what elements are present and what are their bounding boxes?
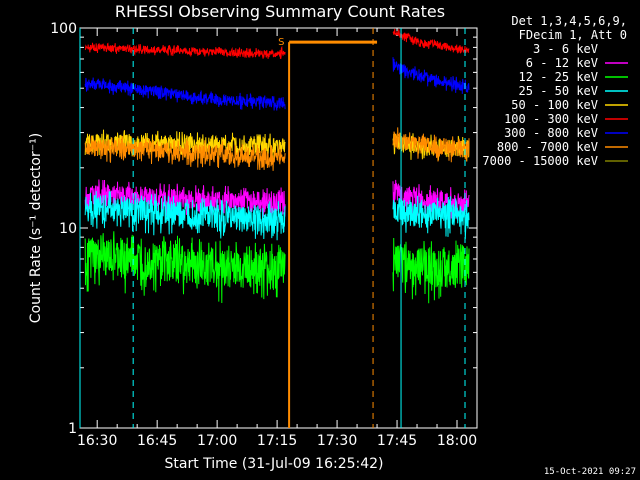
- x-tick-label: 17:45: [377, 433, 417, 449]
- saa-flag: S: [278, 37, 284, 48]
- series-line: [84, 231, 286, 304]
- x-tick-label: 17:30: [317, 433, 357, 449]
- series-line: [392, 127, 470, 163]
- legend-label: 50 - 100 keV: [511, 98, 598, 112]
- legend: Det 1,3,4,5,6,9,FDecim 1, Att 03 - 6 keV…: [482, 14, 628, 168]
- legend-label: 12 - 25 keV: [519, 70, 598, 84]
- series-line: [84, 77, 286, 111]
- series-line: [392, 28, 470, 54]
- legend-label: 300 - 800 keV: [504, 126, 598, 140]
- x-tick-label: 18:00: [437, 433, 477, 449]
- legend-header: FDecim 1, Att 0: [519, 28, 627, 42]
- x-axis-label: Start Time (31-Jul-09 16:25:42): [164, 456, 383, 472]
- series-layer: [84, 28, 470, 304]
- axis-ticks: 16:30 16:45 17:00 17:15 17:30 17:45 18:00 1 10 10…: [50, 21, 477, 449]
- legend-label: 800 - 7000 keV: [497, 140, 598, 154]
- x-tick-label: 17:15: [257, 433, 297, 449]
- chart-title: RHESSI Observing Summary Count Rates: [115, 2, 445, 21]
- y-axis-label: Count Rate (s⁻¹ detector⁻¹): [28, 133, 44, 323]
- series-line: [392, 237, 470, 304]
- y-tick-label: 10: [59, 221, 77, 237]
- timestamp: 15-Oct-2021 09:27: [544, 467, 636, 477]
- legend-label: 100 - 300 keV: [504, 112, 598, 126]
- legend-label: 6 - 12 keV: [526, 56, 598, 70]
- boundary-markers: S: [79, 28, 466, 428]
- x-tick-label: 16:45: [137, 433, 177, 449]
- series-line: [392, 195, 470, 240]
- legend-label: 3 - 6 keV: [533, 42, 598, 56]
- legend-label: 7000 - 15000 keV: [482, 154, 598, 168]
- legend-header: Det 1,3,4,5,6,9,: [511, 14, 627, 28]
- series-line: [392, 179, 470, 220]
- series-line: [392, 57, 470, 94]
- series-line: [84, 135, 286, 171]
- series-line: [84, 191, 286, 241]
- y-tick-label: 100: [50, 21, 77, 37]
- y-tick-label: 1: [68, 421, 77, 437]
- x-tick-label: 16:30: [77, 433, 117, 449]
- legend-label: 25 - 50 keV: [519, 84, 598, 98]
- x-tick-label: 17:00: [197, 433, 237, 449]
- series-line: [84, 42, 286, 60]
